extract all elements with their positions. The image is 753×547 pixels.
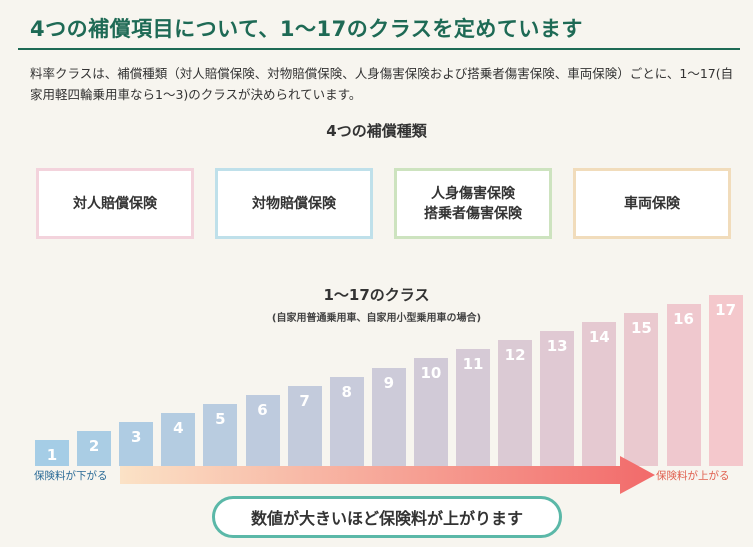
classes-heading: 1～17のクラス (323, 286, 430, 304)
class-bar: 5 (203, 403, 238, 466)
page-title: 4つの補償項目について、1～17のクラスを定めています (30, 17, 583, 41)
price-up-label: 保険料が上がる (656, 470, 730, 482)
class-bar: 16 (666, 304, 701, 466)
class-bar-label: 13 (546, 337, 568, 356)
class-bar: 6 (245, 394, 280, 466)
class-bar: 12 (498, 340, 533, 466)
classes-subheading: (自家用普通乗用車、自家用小型乗用車の場合) (271, 313, 482, 324)
class-bar-label: 1 (46, 446, 58, 464)
class-bar: 11 (456, 349, 490, 466)
class-bar: 17 (708, 295, 743, 466)
class-bar-label: 12 (504, 346, 526, 365)
class-bar-label: 4 (173, 418, 184, 437)
type-card-label-line1: 人身傷害保険 (431, 185, 515, 202)
class-bar-label: 16 (673, 310, 694, 329)
class-bar: 8 (329, 376, 364, 466)
description-text: 料率クラスは、補償種類（対人賠償保険、対物賠償保険、人身傷害保険および搭乗者傷害… (30, 66, 734, 102)
class-bar: 3 (119, 421, 154, 466)
class-bar-label: 9 (383, 373, 395, 392)
class-bar-label: 17 (715, 301, 737, 319)
type-card-label-line2: 搭乗者傷害保険 (424, 205, 522, 222)
type-card-label: 車両保険 (624, 195, 680, 212)
type-card-bodily-injury-liability: 対人賠償保険 (36, 168, 194, 239)
class-bar: 2 (77, 430, 112, 466)
type-card-label: 対物賠償保険 (252, 195, 336, 212)
class-bar-label: 10 (420, 364, 442, 383)
class-bar-label: 5 (215, 409, 226, 428)
class-bar: 7 (287, 385, 322, 466)
price-arrow-shape (120, 456, 655, 494)
class-bar: 4 (161, 412, 196, 466)
class-bar-label: 7 (299, 391, 310, 410)
class-bar-label: 15 (630, 319, 652, 338)
price-down-label: 保険料が下がる (34, 470, 108, 482)
class-bar-label: 8 (341, 382, 352, 401)
class-bar: 14 (582, 322, 617, 466)
type-card-vehicle: 車両保険 (573, 168, 731, 239)
class-bar-label: 14 (588, 328, 610, 347)
summary-pill: 数値が大きいほど保険料が上がります (212, 496, 562, 538)
class-bar-label: 2 (88, 436, 100, 455)
class-bar: 9 (371, 367, 406, 466)
class-bar: 15 (624, 313, 659, 466)
type-card-property-damage-liability: 対物賠償保険 (215, 168, 373, 239)
class-bar: 10 (413, 358, 448, 466)
type-card-personal-injury: 人身傷害保険 搭乗者傷害保険 (394, 168, 552, 239)
class-bar-label: 6 (257, 400, 268, 419)
types-heading: 4つの補償種類 (326, 122, 427, 140)
type-card-label: 対人賠償保険 (73, 195, 157, 212)
class-bar: 13 (540, 331, 575, 466)
class-bar-label: 3 (130, 427, 142, 446)
title-divider (18, 48, 740, 50)
class-bar-label: 11 (462, 355, 484, 374)
class-bar: 1 (35, 440, 69, 466)
